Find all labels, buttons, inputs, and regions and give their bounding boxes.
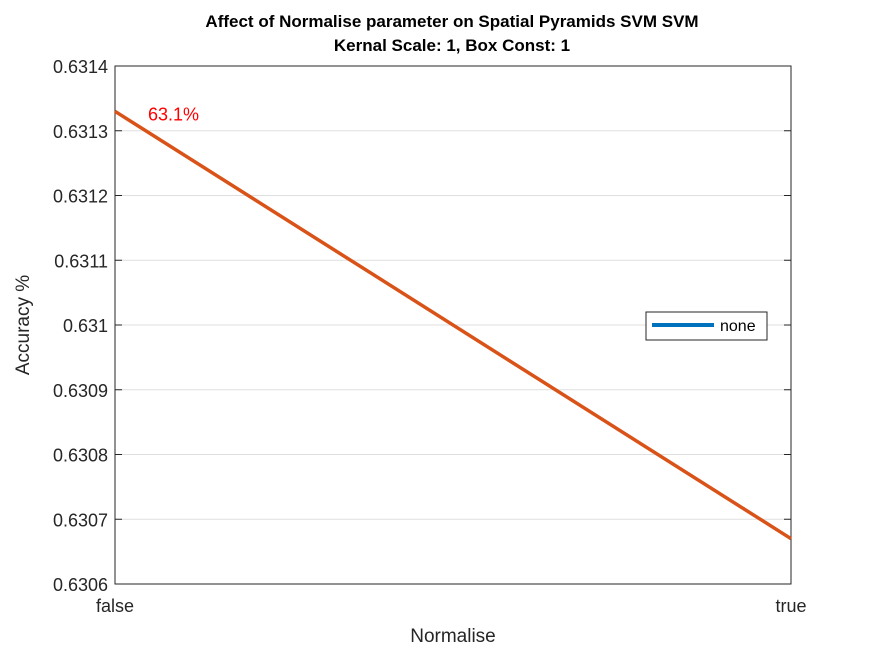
y-tick-label: 0.6307 xyxy=(53,510,108,530)
y-tick-label: 0.6309 xyxy=(53,381,108,401)
y-axis-label: Accuracy % xyxy=(13,275,34,375)
x-axis-label: Normalise xyxy=(410,626,496,647)
chart-title: Affect of Normalise parameter on Spatial… xyxy=(205,12,698,31)
legend-label: none xyxy=(720,318,756,335)
y-tick-label: 0.6312 xyxy=(53,187,108,207)
legend: none xyxy=(645,311,768,341)
x-tick-label: false xyxy=(96,596,134,616)
chart-subtitle: Kernal Scale: 1, Box Const: 1 xyxy=(334,36,570,55)
y-tick-label: 0.631 xyxy=(63,316,108,336)
y-tick-label: 0.6313 xyxy=(53,122,108,142)
y-tick-label: 0.6308 xyxy=(53,446,108,466)
x-tick-label: true xyxy=(775,596,806,616)
series-line xyxy=(114,109,792,541)
y-tick-label: 0.6311 xyxy=(54,251,108,271)
y-tick-label: 0.6314 xyxy=(53,57,108,77)
y-tick-label: 0.6306 xyxy=(53,575,108,595)
data-label: 63.1% xyxy=(148,104,199,124)
